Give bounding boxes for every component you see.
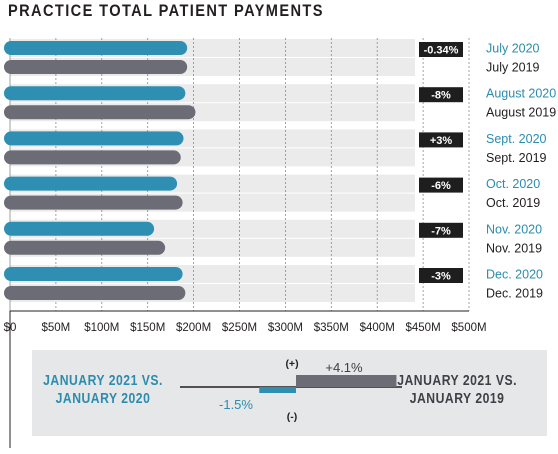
month-label-2019: Dec. 2019 xyxy=(486,287,543,301)
month-label-2020: July 2020 xyxy=(486,42,540,56)
negative-sign-label: (-) xyxy=(287,411,298,423)
x-tick-label: $200M xyxy=(176,322,211,334)
change-badge-label: -6% xyxy=(431,180,451,192)
change-badge-label: -7% xyxy=(431,225,451,237)
bar-2019 xyxy=(4,150,181,165)
x-tick-label: $50M xyxy=(42,322,71,334)
january-2020-comparison-label: JANUARY 2021 VS. JANUARY 2020 xyxy=(40,372,166,408)
month-label-2020: August 2020 xyxy=(486,87,556,101)
x-tick-label: $150M xyxy=(130,322,165,334)
bar-2019 xyxy=(4,286,186,300)
change-badge xyxy=(419,177,463,193)
change-badge xyxy=(419,268,463,283)
change-bar-vs-2019 xyxy=(296,375,397,387)
change-badge-label: -0.34% xyxy=(424,45,459,57)
x-tick-label: $450M xyxy=(406,322,441,334)
month-label-2019: Oct. 2019 xyxy=(486,196,540,210)
bar-2020 xyxy=(4,41,188,55)
month-label-2020: Nov. 2020 xyxy=(486,222,542,236)
change-badge xyxy=(419,42,463,57)
january-2019-comparison-label: JANUARY 2021 VS. JANUARY 2019 xyxy=(392,372,522,408)
january-2020-comparison-text: JANUARY 2021 VS. JANUARY 2020 xyxy=(43,373,163,407)
month-label-2019: Nov. 2019 xyxy=(486,241,542,255)
bar-2020 xyxy=(4,221,155,236)
x-tick-label: $400M xyxy=(360,322,395,334)
change-bar-vs-2020 xyxy=(259,387,296,393)
month-label-2019: July 2019 xyxy=(486,61,540,75)
change-vs-2019-label: +4.1% xyxy=(325,360,363,375)
january-comparison-panel: (+) (-) +4.1% -1.5% JANUARY 2021 VS. JAN… xyxy=(32,350,547,436)
change-badge-label: -3% xyxy=(431,271,451,283)
january-2019-comparison-text: JANUARY 2021 VS. JANUARY 2019 xyxy=(397,373,517,407)
bar-2020 xyxy=(4,131,184,146)
bar-2020 xyxy=(4,176,178,191)
change-vs-2020-label: -1.5% xyxy=(219,397,253,412)
bar-2019 xyxy=(4,240,166,255)
x-tick-label: $0 xyxy=(4,322,17,334)
change-badge xyxy=(419,87,463,103)
chart-title: PRACTICE TOTAL PATIENT PAYMENTS xyxy=(8,1,324,20)
bar-2020 xyxy=(4,267,183,281)
change-badge-label: +3% xyxy=(430,135,453,147)
change-badge-label: -8% xyxy=(431,90,451,102)
x-tick-label: $100M xyxy=(84,322,119,334)
x-tick-label: $350M xyxy=(314,322,349,334)
change-badge xyxy=(419,132,463,148)
month-label-2019: Sept. 2019 xyxy=(486,151,547,165)
month-label-2020: Sept. 2020 xyxy=(486,132,547,146)
january-change-chart: (+) (-) +4.1% -1.5% xyxy=(180,358,402,423)
positive-sign-label: (+) xyxy=(285,358,298,370)
bar-2019 xyxy=(4,105,196,120)
change-badge xyxy=(419,222,463,238)
x-tick-label: $500M xyxy=(451,322,486,334)
bar-2020 xyxy=(4,86,186,101)
month-label-2019: August 2019 xyxy=(486,106,556,120)
month-label-2020: Dec. 2020 xyxy=(486,268,543,282)
month-label-2020: Oct. 2020 xyxy=(486,177,540,191)
x-tick-label: $300M xyxy=(268,322,303,334)
x-tick-label: $250M xyxy=(222,322,257,334)
bar-2019 xyxy=(4,60,188,74)
bar-2019 xyxy=(4,195,183,210)
